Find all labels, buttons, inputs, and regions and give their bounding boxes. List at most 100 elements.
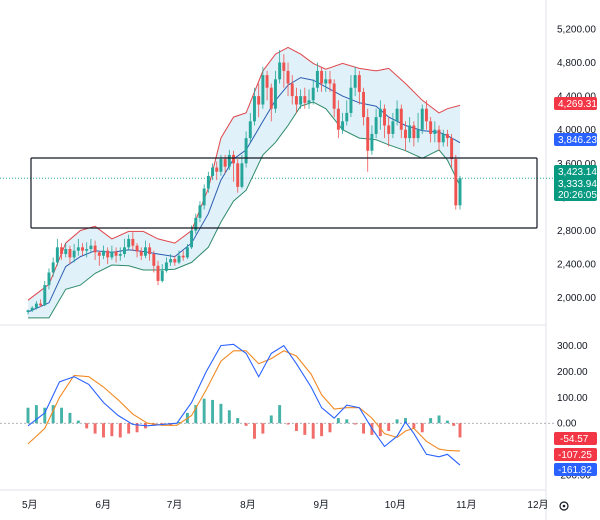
candle[interactable]	[320, 66, 324, 92]
candle[interactable]	[110, 245, 114, 260]
candle[interactable]	[324, 70, 328, 92]
candle[interactable]	[424, 100, 428, 130]
candle[interactable]	[273, 70, 277, 113]
candle[interactable]	[437, 125, 441, 151]
candle[interactable]	[349, 75, 353, 118]
candle[interactable]	[345, 100, 349, 126]
candle[interactable]	[408, 117, 412, 143]
candle[interactable]	[357, 70, 361, 105]
candle[interactable]	[299, 89, 303, 109]
candle[interactable]	[190, 225, 194, 249]
candle[interactable]	[118, 247, 122, 261]
candle[interactable]	[290, 75, 294, 105]
candle[interactable]	[253, 87, 256, 126]
candle[interactable]	[43, 280, 47, 307]
candle[interactable]	[332, 79, 336, 118]
candle[interactable]	[315, 62, 319, 92]
candle[interactable]	[202, 184, 206, 210]
candle[interactable]	[139, 247, 143, 260]
candle[interactable]	[131, 232, 135, 251]
candle[interactable]	[429, 117, 433, 143]
candle[interactable]	[76, 238, 80, 256]
candle[interactable]	[383, 104, 386, 139]
candle[interactable]	[39, 299, 43, 307]
candle[interactable]	[416, 112, 420, 143]
candle[interactable]	[135, 243, 139, 258]
candle[interactable]	[311, 79, 315, 105]
candle[interactable]	[148, 243, 152, 261]
candle[interactable]	[278, 49, 282, 84]
candle[interactable]	[353, 66, 357, 97]
candle[interactable]	[177, 250, 181, 265]
candle[interactable]	[244, 131, 248, 168]
candle[interactable]	[227, 149, 231, 171]
candle[interactable]	[387, 117, 391, 147]
candle[interactable]	[164, 257, 168, 273]
candle[interactable]	[391, 112, 395, 139]
candle[interactable]	[286, 62, 290, 97]
candle[interactable]	[269, 83, 273, 122]
candle[interactable]	[370, 125, 374, 155]
candle[interactable]	[458, 175, 462, 210]
candle[interactable]	[93, 240, 97, 260]
candle[interactable]	[282, 54, 286, 88]
candle[interactable]	[336, 100, 340, 139]
candle[interactable]	[47, 268, 51, 290]
candle[interactable]	[362, 87, 366, 126]
candle[interactable]	[26, 309, 30, 315]
candle[interactable]	[420, 104, 424, 134]
candle[interactable]	[240, 154, 244, 189]
candle[interactable]	[294, 87, 298, 113]
candle[interactable]	[307, 89, 311, 109]
candle[interactable]	[257, 83, 261, 118]
candle[interactable]	[433, 121, 437, 143]
candle[interactable]	[215, 161, 219, 181]
candle[interactable]	[152, 250, 156, 273]
candle[interactable]	[248, 112, 252, 143]
candle[interactable]	[185, 243, 189, 260]
candle[interactable]	[206, 171, 210, 193]
candle[interactable]	[399, 104, 403, 139]
candle[interactable]	[169, 254, 173, 266]
candle[interactable]	[194, 213, 198, 234]
candle[interactable]	[328, 70, 332, 92]
candle[interactable]	[60, 243, 64, 260]
candle[interactable]	[30, 306, 34, 312]
candle[interactable]	[114, 247, 118, 263]
candle[interactable]	[341, 112, 345, 134]
candle[interactable]	[366, 108, 370, 172]
candle[interactable]	[412, 121, 416, 147]
candle[interactable]	[450, 133, 454, 168]
candle[interactable]	[160, 264, 164, 283]
candle[interactable]	[441, 129, 445, 147]
candle[interactable]	[34, 301, 38, 310]
candle[interactable]	[72, 243, 76, 263]
candle[interactable]	[97, 250, 101, 266]
candle[interactable]	[68, 245, 72, 265]
candle[interactable]	[64, 243, 68, 258]
candle[interactable]	[181, 250, 185, 261]
candle[interactable]	[236, 159, 240, 193]
candle[interactable]	[51, 257, 55, 277]
settings-gear-icon[interactable]	[559, 501, 569, 511]
candle[interactable]	[395, 100, 399, 126]
candle[interactable]	[102, 245, 105, 260]
candle[interactable]	[122, 238, 126, 258]
candle[interactable]	[232, 150, 235, 182]
candle[interactable]	[374, 108, 378, 139]
selection-rectangle[interactable]	[30, 157, 538, 229]
candle[interactable]	[404, 121, 407, 151]
candle[interactable]	[85, 242, 89, 258]
candle[interactable]	[445, 129, 449, 147]
candle[interactable]	[89, 238, 93, 253]
candle[interactable]	[265, 70, 269, 101]
candle[interactable]	[211, 163, 215, 181]
candle[interactable]	[303, 87, 307, 109]
candle[interactable]	[156, 260, 160, 286]
candle[interactable]	[143, 240, 147, 259]
candle[interactable]	[261, 66, 265, 109]
candle[interactable]	[173, 255, 177, 266]
candle[interactable]	[55, 238, 59, 266]
candle[interactable]	[106, 247, 110, 265]
